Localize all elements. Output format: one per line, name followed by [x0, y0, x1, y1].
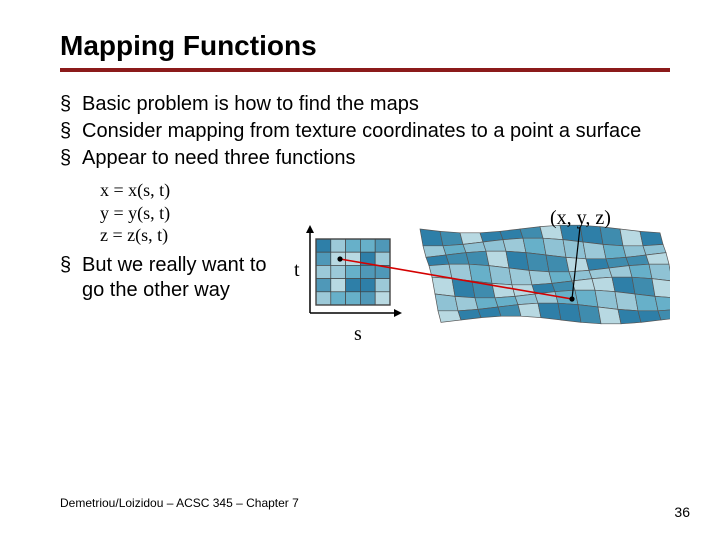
slide: Mapping Functions Basic problem is how t… — [0, 0, 720, 540]
diagram-svg — [290, 203, 670, 383]
bullet-item: Consider mapping from texture coordinate… — [60, 119, 670, 144]
bullets-top: Basic problem is how to find the maps Co… — [60, 92, 670, 171]
equation: x = x(s, t) — [100, 179, 670, 202]
mapping-diagram: (x, y, z) t s — [290, 203, 670, 383]
title-rule — [60, 68, 670, 72]
t-axis-label: t — [294, 259, 300, 282]
page-number: 36 — [674, 504, 690, 520]
bullet-item: But we really want to go the other way — [60, 253, 280, 303]
s-axis-label: s — [354, 323, 362, 346]
lower-row: But we really want to go the other way (… — [60, 253, 670, 383]
footer-text: Demetriou/Loizidou – ACSC 345 – Chapter … — [60, 496, 299, 510]
xyz-label: (x, y, z) — [550, 207, 611, 230]
slide-title: Mapping Functions — [60, 30, 670, 62]
bullet-item: Appear to need three functions — [60, 146, 670, 171]
bullets-lower: But we really want to go the other way — [60, 253, 280, 305]
bullet-item: Basic problem is how to find the maps — [60, 92, 670, 117]
